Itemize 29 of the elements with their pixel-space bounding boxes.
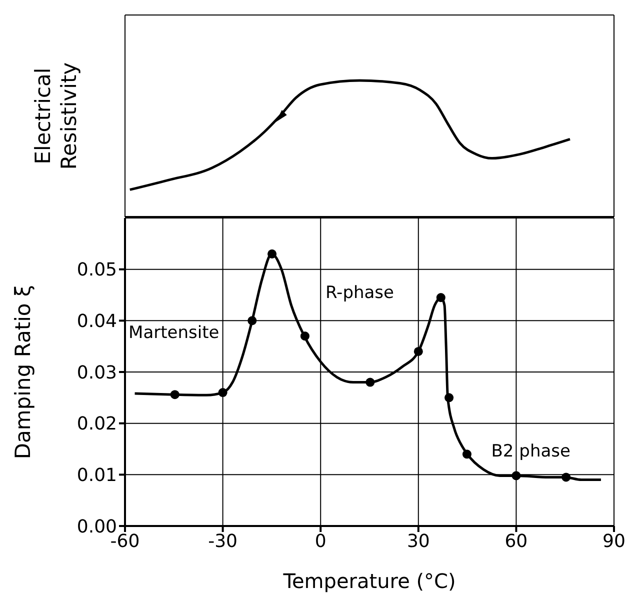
point [366, 378, 375, 387]
point [562, 472, 571, 482]
point [218, 388, 228, 398]
x-tick-label: -30 [208, 530, 238, 552]
y-axis-title: Damping Ratio ξ [11, 284, 35, 460]
point [444, 393, 454, 402]
y-tick-label: 0.00 [76, 516, 117, 538]
annotation: B2 phase [491, 442, 570, 462]
y-tick-label: 0.01 [76, 465, 117, 486]
y-tick-label: 0.03 [76, 362, 117, 384]
x-tick-label: 90 [602, 530, 626, 552]
y-tick-label: 0.04 [76, 311, 117, 332]
x-tick-label: 0 [314, 530, 326, 552]
annotation: Martensite [128, 322, 220, 343]
point [512, 471, 521, 480]
point [248, 316, 257, 326]
x-axis-title: Temperature (°C) [282, 569, 456, 593]
point [436, 293, 446, 302]
point [414, 346, 423, 356]
y-tick-label: 0.05 [76, 260, 117, 281]
point [268, 249, 277, 258]
y-axis-title: Electrical Resistivity [31, 62, 81, 170]
y-tick-label: 0.02 [76, 414, 117, 435]
point [300, 332, 310, 341]
point [170, 390, 180, 400]
x-tick-label: 30 [406, 530, 430, 552]
x-tick-label: 60 [504, 530, 528, 552]
annotation: R-phase [325, 282, 394, 303]
point [462, 450, 472, 459]
